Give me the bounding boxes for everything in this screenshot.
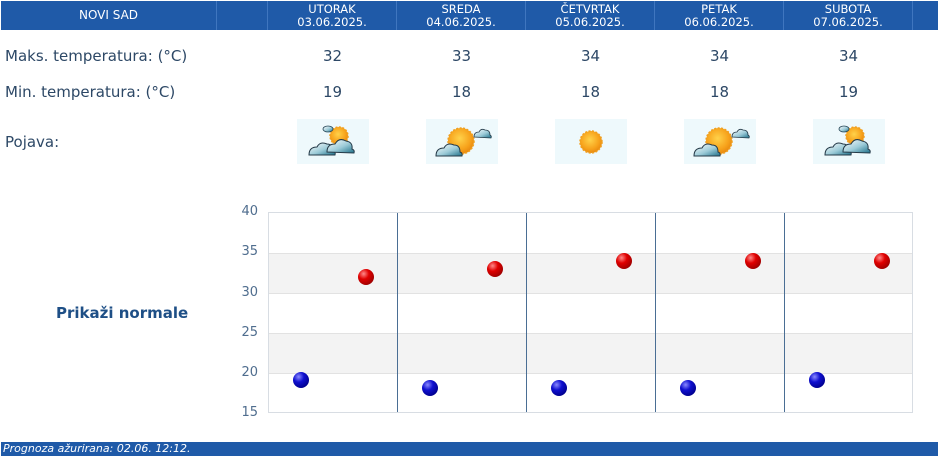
day-name: PETAK [701,1,737,16]
min-temp-value: 18 [709,83,730,101]
city-name: NOVI SAD [1,1,217,30]
day-name: SUBOTA [824,1,872,16]
y-tick: 20 [241,365,258,380]
mostly-sunny-icon [684,119,756,164]
y-tick: 35 [241,244,258,259]
day-name: ČETVRTAK [560,1,620,16]
max-temp-value: 32 [322,47,343,65]
day-date: 07.06.2025. [813,14,883,29]
day-date: 03.06.2025. [297,14,367,29]
sunny-icon [555,119,627,164]
grid-line [269,293,912,294]
show-normals-link[interactable]: Prikaži normale [56,304,189,322]
min-temp-value: 18 [451,83,472,101]
day-header: PETAK 06.06.2025. [655,1,784,30]
header-spacer [217,1,268,30]
grid-line [269,253,912,254]
max-temp-point [358,268,374,285]
min-temp-value: 19 [322,83,343,101]
min-temp-value: 19 [838,83,859,101]
max-temp-value: 33 [451,47,472,65]
min-temp-point [551,380,567,397]
sun-behind-clouds-icon [297,119,369,164]
min-temp-label: Min. temperatura: (°C) [5,83,176,101]
y-tick: 15 [241,405,258,420]
forecast-header: NOVI SAD UTORAK 03.06.2025. SREDA 04.06.… [1,1,938,30]
day-separator [784,213,785,412]
min-temp-point [680,380,696,397]
max-temp-point [874,252,890,269]
grid-band [269,333,912,373]
y-tick: 30 [241,285,258,300]
max-temp-point [745,252,761,269]
min-temp-point [422,380,438,397]
day-header: SREDA 04.06.2025. [397,1,526,30]
min-temp-value: 18 [580,83,601,101]
max-temp-label: Maks. temperatura: (°C) [5,47,188,65]
max-temp-value: 34 [709,47,730,65]
max-temp-value: 34 [580,47,601,65]
day-separator [397,213,398,412]
day-date: 04.06.2025. [426,14,496,29]
temperature-chart [268,212,913,413]
max-temp-value: 34 [838,47,859,65]
day-name: SREDA [441,1,481,16]
sun-behind-clouds-icon [813,119,885,164]
y-tick: 25 [241,325,258,340]
max-temp-point [616,252,632,269]
day-separator [526,213,527,412]
day-date: 05.06.2025. [555,14,625,29]
forecast-updated-bar: Prognoza ažurirana: 02.06. 12:12. [1,442,938,456]
phenomenon-label: Pojava: [5,133,60,151]
day-separator [655,213,656,412]
day-name: UTORAK [308,1,356,16]
grid-line [269,333,912,334]
day-header: UTORAK 03.06.2025. [268,1,397,30]
min-temp-point [293,372,309,389]
day-date: 06.06.2025. [684,14,754,29]
day-header: ČETVRTAK 05.06.2025. [526,1,655,30]
header-spacer [913,1,938,30]
grid-band [269,253,912,293]
max-temp-point [487,260,503,277]
grid-line [269,373,912,374]
min-temp-point [809,372,825,389]
day-header: SUBOTA 07.06.2025. [784,1,913,30]
mostly-sunny-icon [426,119,498,164]
y-tick: 40 [241,204,258,219]
